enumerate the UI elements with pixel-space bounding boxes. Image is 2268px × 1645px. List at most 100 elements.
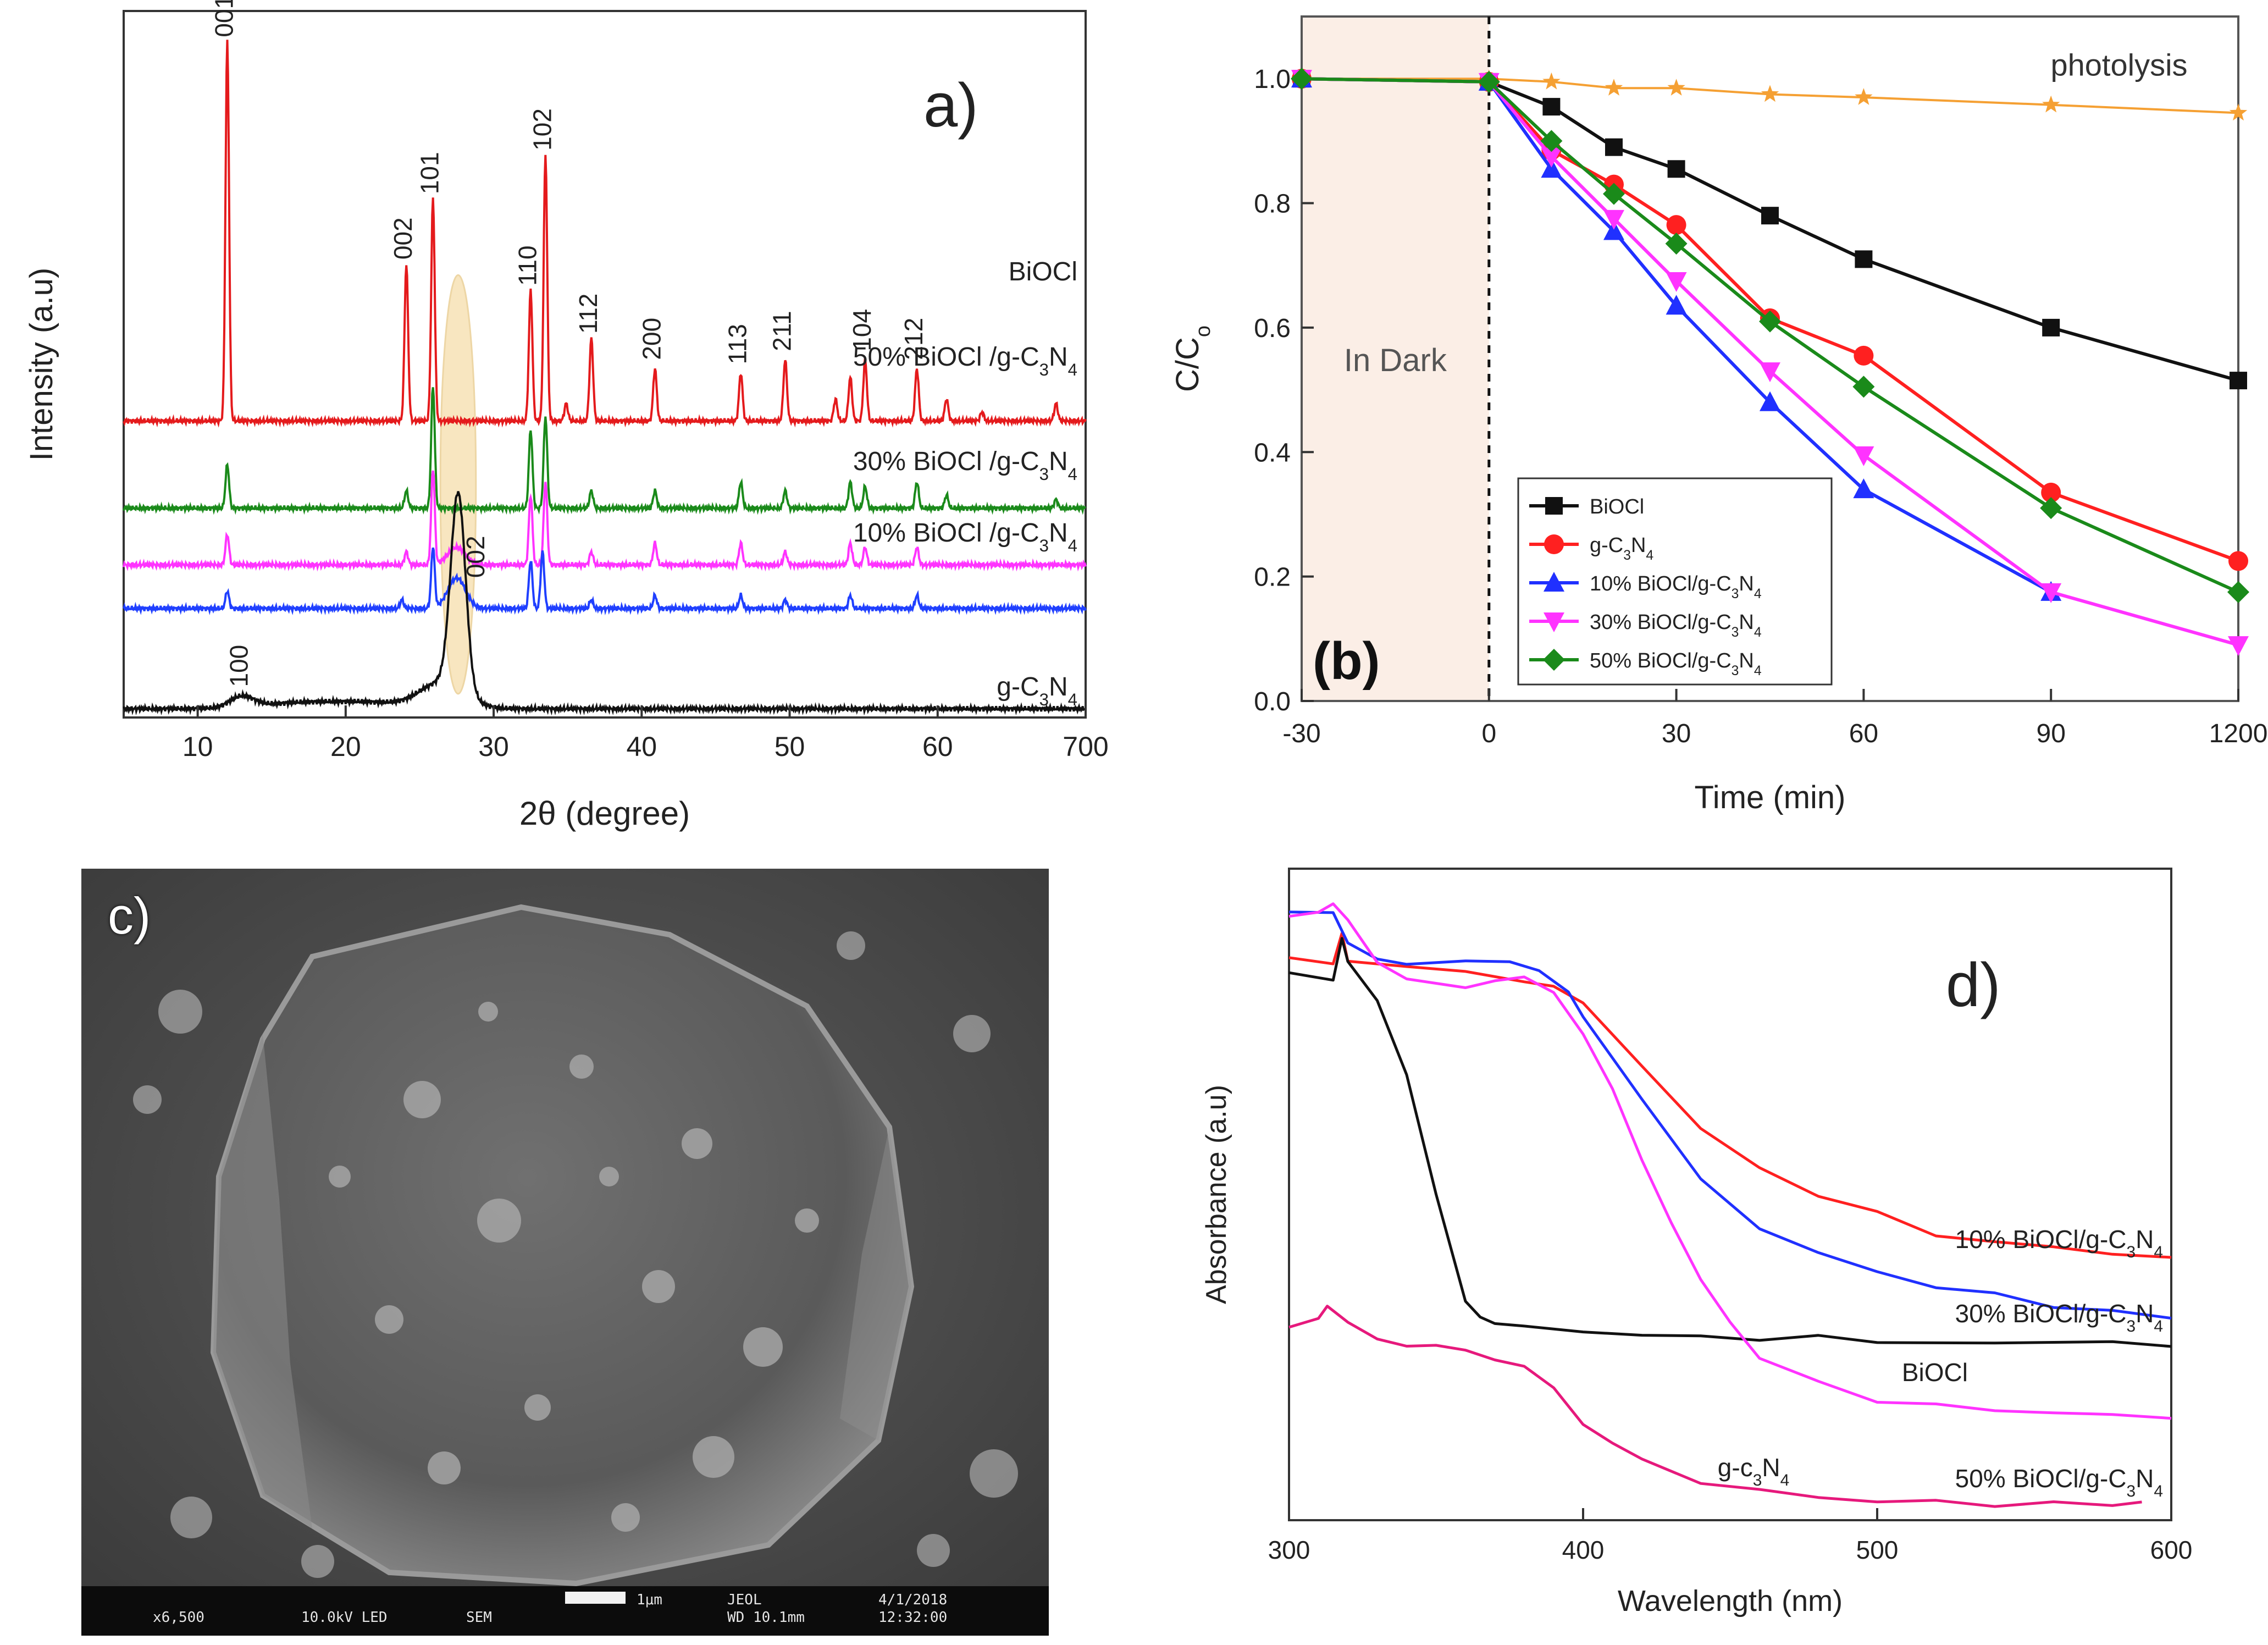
deg-xtick-label-3: 60 [1849,719,1878,748]
deg-xtick-label-5: 1200 [2209,719,2268,748]
deg-legend-label-2: 10% BiOCl/g-C3N4 [1590,572,1762,601]
deg-point-3-5 [1760,391,1780,411]
abs-y-axis-label: Absorbance (a.u) [1201,1085,1232,1304]
sem-scale-bar [565,1592,626,1604]
panel-c-sem-image: c) x6,500 10.0kV LED SEM 1μm JEOL WD 10.… [81,869,1049,1636]
panel-c-label: c) [108,887,151,945]
dark-region-label: In Dark [1344,343,1447,378]
xrd-series-line-1 [123,387,1087,515]
deg-legend-label-0: BiOCl [1590,495,1644,518]
deg-legend-marker-0 [1545,497,1563,515]
photolysis-label: photolysis [2050,48,2187,82]
abs-series-line-1 [1288,910,2172,1320]
panel-a-plot-frame [123,10,1087,719]
sem-mode: SEM [466,1609,492,1626]
deg-ytick-label-5: 1.0 [1254,65,1291,94]
xrd-xtick-label-2: 30 [478,731,509,762]
sem-magnification: x6,500 [153,1609,204,1626]
deg-point-5-4 [1665,233,1688,255]
deg-legend-label-1: g-C3N4 [1590,534,1653,563]
xrd-xtick-label-5: 60 [922,731,953,762]
abs-xtick-label-2: 500 [1856,1536,1899,1564]
peak-annotation-10: 212 [899,318,928,360]
panel-a-xrd-chart: 001 002 101 110 102 112 200 113 211 104 212 100 002 B… [24,0,1109,832]
abs-curve-label-4: g-c3N4 [1718,1453,1789,1489]
deg-point-4-3 [1603,209,1624,230]
xrd-xtick-label-1: 20 [330,731,361,762]
xrd-x-axis-label: 2θ (degree) [519,795,690,832]
deg-point-0-5 [1761,85,1779,102]
dark-region [1302,16,1489,701]
peak-annotation-3: 110 [513,245,541,285]
xrd-series-line-4 [123,491,1086,716]
deg-point-5-2 [1540,130,1563,152]
abs-x-axis-label: Wavelength (nm) [1618,1585,1843,1618]
deg-point-3-2 [1541,158,1562,178]
xrd-xtick-label-3: 40 [626,731,657,762]
deg-legend-marker-4 [1543,649,1565,671]
deg-point-1-2 [1542,98,1561,116]
deg-point-4-7 [2040,583,2062,603]
sem-info-bar: x6,500 10.0kV LED SEM 1μm JEOL WD 10.1mm… [81,1586,1049,1636]
sem-scale-text: 1μm [637,1592,662,1608]
deg-point-0-3 [1605,79,1623,96]
deg-point-1-8 [2230,372,2247,390]
peak-annotation-4: 102 [528,108,556,151]
panel-a-label: a) [923,71,978,140]
deg-point-1-5 [1761,207,1779,225]
abs-xtick-label-1: 400 [1562,1536,1605,1564]
deg-point-2-8 [2228,551,2248,571]
xrd-series-label-2: 30% BiOCl /g-C3N4 [853,447,1077,484]
deg-point-4-6 [1853,446,1874,466]
abs-curve-label-2: BiOCl [1902,1358,1968,1387]
deg-point-2-6 [1854,345,1874,366]
deg-ytick-label-4: 0.8 [1254,190,1291,219]
panel-d-absorbance-chart: 300 400 500 600 Wavelength (nm) Absorbance (a… [1201,868,2193,1618]
deg-x-axis-label: Time (min) [1695,780,1846,815]
xrd-series-label-4: g-C3N4 [997,672,1077,709]
peak-annotation-11: 100 [224,645,253,687]
deg-point-3-4 [1666,295,1687,315]
deg-ytick-label-3: 0.6 [1254,314,1291,343]
deg-xtick-label-4: 90 [2037,719,2066,748]
deg-legend-marker-3 [1544,612,1564,632]
abs-curve-label-1: 30% BiOCl/g-C3N4 [1955,1299,2163,1335]
sem-time: 12:32:00 [878,1609,948,1626]
peak-annotation-5: 112 [574,294,602,334]
xrd-y-axis-label: Intensity (a.u) [24,268,59,461]
deg-xtick-label-2: 30 [1662,719,1691,748]
sem-micrograph [81,869,1049,1636]
deg-point-1-3 [1605,138,1623,156]
deg-point-5-7 [2040,497,2062,520]
xrd-xtick-label-6: 700 [1063,731,1108,762]
abs-series-line-2 [1288,937,2172,1348]
panel-b-label: (b) [1313,632,1380,691]
xrd-series-line-0 [123,40,1087,428]
abs-series-line-3 [1288,902,2172,1420]
deg-point-4-2 [1541,147,1562,168]
deg-legend-label-4: 50% BiOCl/g-C3N4 [1590,649,1762,678]
sem-maker: JEOL [727,1592,762,1608]
deg-point-1-6 [1855,250,1873,268]
deg-point-1-4 [1667,160,1685,178]
deg-point-4-5 [1760,362,1780,383]
deg-point-2-7 [2041,482,2061,503]
abs-xtick-label-0: 300 [1268,1536,1310,1564]
xrd-series-line-2 [123,470,1087,572]
abs-curve-label-0: 10% BiOCl/g-C3N4 [1955,1225,2163,1261]
deg-point-4-8 [2228,636,2249,656]
peak-annotation-8: 211 [767,311,796,351]
abs-curve-label-3: 50% BiOCl/g-C3N4 [1955,1464,2163,1500]
peak-annotation-2: 101 [416,152,444,194]
abs-xtick-label-3: 600 [2150,1536,2193,1564]
deg-point-3-3 [1603,220,1624,240]
deg-point-0-2 [1542,72,1561,90]
panel-b-degradation-chart: In Dark photolysis -30 0 30 60 90 1200 0.0 0.2 0.4… [1170,15,2268,815]
xrd-series-label-1: 50% BiOCl /g-C3N4 [853,343,1077,379]
deg-point-3-6 [1853,478,1874,499]
xrd-series-line-3 [123,547,1087,616]
deg-point-5-3 [1603,183,1625,205]
panel-d-plot-frame [1288,868,2172,1521]
panel-d-label: d) [1946,951,2001,1019]
